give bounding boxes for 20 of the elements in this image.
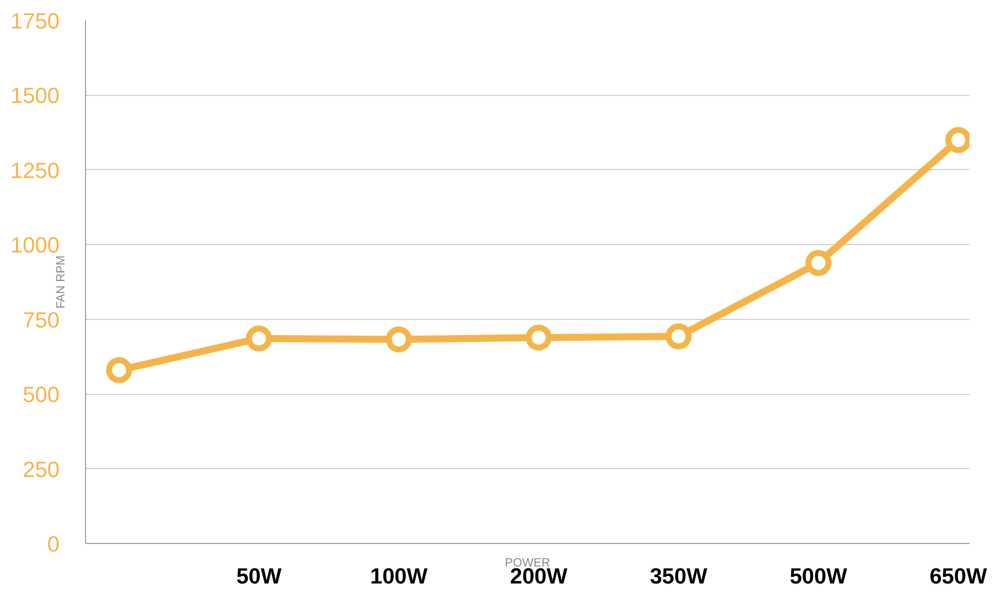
point — [666, 323, 692, 350]
x-tick-label: 500W — [790, 564, 848, 588]
y-tick-label: 500 — [22, 382, 60, 408]
y-tick-label: 750 — [22, 307, 60, 332]
y-tick-label: 1750 — [10, 8, 60, 34]
x-tick-label: 650W — [930, 564, 988, 588]
y-tick-label: 1000 — [10, 232, 60, 258]
y-tick-label: 1500 — [10, 83, 60, 108]
point — [106, 357, 132, 384]
x-tick-label: 100W — [370, 564, 428, 588]
point — [386, 326, 412, 352]
point — [246, 326, 272, 352]
y-tick-label: 0 — [47, 532, 60, 556]
point — [805, 250, 832, 276]
x-tick-label: 50W — [236, 564, 282, 588]
point — [526, 324, 552, 351]
y-tick-label: 1250 — [10, 158, 60, 183]
x-tick-label: 350W — [650, 564, 708, 588]
y-tick-label: 250 — [22, 456, 60, 482]
y-axis-title: FAN RPM — [54, 255, 68, 309]
